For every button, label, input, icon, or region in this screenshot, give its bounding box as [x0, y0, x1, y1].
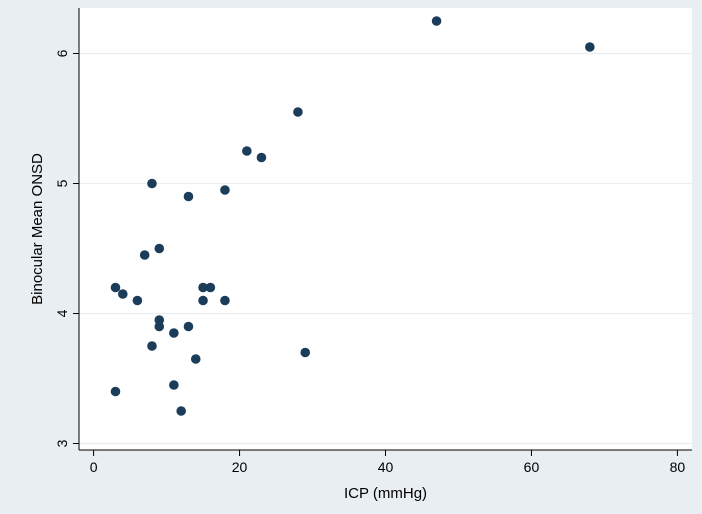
data-point [198, 295, 208, 306]
data-point [169, 380, 179, 390]
x-tick-label: 80 [670, 459, 686, 475]
y-tick-label: 5 [54, 179, 70, 187]
data-point [300, 347, 311, 358]
data-point [117, 289, 128, 299]
data-point [176, 406, 186, 416]
plot-area [79, 8, 692, 450]
data-point [169, 328, 179, 338]
axes: 0 20 40 60 80 3 4 5 6 [54, 8, 692, 475]
data-point [183, 191, 194, 202]
y-tick-label: 3 [54, 439, 70, 447]
data-point [256, 152, 267, 163]
data-point [431, 16, 442, 26]
data-points [110, 16, 595, 416]
x-tick-label: 40 [378, 459, 394, 475]
data-point [220, 295, 230, 306]
data-point [198, 282, 208, 293]
data-point [147, 178, 157, 189]
y-axis-title: Binocular Mean ONSD [29, 153, 46, 305]
x-tick-label: 0 [90, 459, 98, 475]
y-tick-label: 4 [54, 309, 70, 317]
data-point [110, 282, 121, 293]
gridlines [79, 52, 692, 445]
data-point [154, 321, 165, 332]
data-point [293, 107, 303, 117]
x-axis-title: ICP (mmHg) [344, 485, 427, 502]
data-point [205, 282, 216, 293]
data-point [139, 250, 150, 260]
data-point [132, 295, 143, 306]
data-point [147, 341, 157, 351]
data-point [220, 185, 230, 195]
data-point [190, 354, 201, 364]
y-tick-label: 6 [54, 49, 70, 57]
x-tick-label: 20 [232, 459, 248, 475]
data-point [585, 42, 595, 52]
x-tick-label: 60 [524, 459, 540, 475]
data-point [110, 386, 121, 397]
data-point [154, 243, 165, 254]
data-point [242, 146, 252, 156]
data-point [183, 321, 194, 332]
